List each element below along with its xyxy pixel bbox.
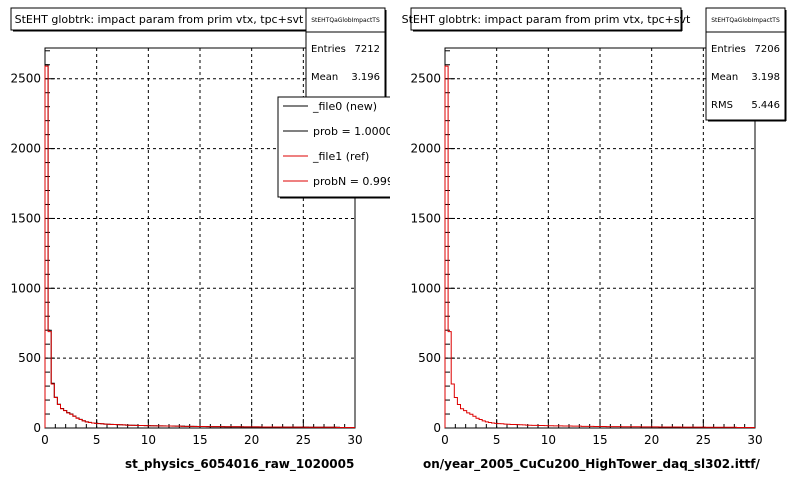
x-tick-label: 25 [296, 433, 311, 447]
y-tick-label: 1000 [410, 281, 441, 295]
y-tick-label: 1500 [10, 211, 41, 225]
y-tick-label: 1000 [10, 281, 41, 295]
x-tick-label: 5 [493, 433, 501, 447]
legend: _file0 (new) prob = 1.000000 _file1 (ref) p… [277, 96, 408, 199]
x-tick-label: 10 [141, 433, 156, 447]
legend-box [277, 96, 390, 198]
stats-value: 5.446 [751, 100, 780, 111]
x-tick-label: 20 [644, 433, 659, 447]
x-tick-label: 30 [347, 433, 362, 447]
chart-title: StEHT globtrk: impact param from prim vt… [402, 13, 691, 26]
y-tick-label: 2500 [410, 72, 441, 86]
stats-label: RMS [711, 100, 733, 111]
x-tick-label: 15 [592, 433, 607, 447]
x-tick-label: 15 [192, 433, 207, 447]
y-tick-label: 2500 [10, 72, 41, 86]
legend-label: prob = 1.000000 [313, 125, 407, 138]
stats-label: Mean [311, 72, 338, 83]
y-tick-label: 1500 [410, 211, 441, 225]
stats-value: 7206 [755, 44, 780, 55]
y-tick-label: 500 [18, 351, 41, 365]
stats-value: 3.196 [351, 72, 380, 83]
x-tick-label: 30 [747, 433, 762, 447]
x-tick-label: 20 [244, 433, 259, 447]
histogram-series-1 [444, 65, 755, 428]
stats-box [705, 7, 786, 121]
y-tick-label: 0 [33, 421, 41, 435]
y-tick-label: 0 [433, 421, 441, 435]
chart-title: StEHT globtrk: impact param from prim vt… [15, 13, 304, 26]
legend-label: _file1 (ref) [312, 150, 369, 163]
stats-box [305, 7, 386, 99]
file-label: on/year_2005_CuCu200_HighTower_daq_sl302… [423, 457, 761, 472]
chart-panel-2: 0 5 10 15 20 25 30 0 500 1000 1500 2000 2500 StEHT gl… [402, 7, 787, 472]
x-tick-label: 0 [41, 433, 49, 447]
chart-panel-1: 0 5 10 15 20 25 30 0 500 1000 1500 2000 2500 StEHT gl… [10, 7, 408, 472]
y-tick-label: 2000 [10, 142, 41, 156]
x-tick-label: 25 [696, 433, 711, 447]
x-tick-label: 5 [93, 433, 101, 447]
stats-value: 7212 [355, 44, 380, 55]
legend-label: _file0 (new) [312, 100, 377, 113]
stats-label: Mean [711, 72, 738, 83]
x-tick-label: 0 [441, 433, 449, 447]
y-tick-label: 500 [418, 351, 441, 365]
stats-name: StEHTQaGlobImpactTS [311, 17, 380, 24]
plot-frame [444, 47, 756, 429]
stats-label: Entries [311, 44, 346, 55]
file-label: st_physics_6054016_raw_1020005 [125, 457, 354, 472]
histogram-series-2 [44, 65, 355, 428]
x-tick-label: 10 [541, 433, 556, 447]
stats-value: 3.198 [751, 72, 780, 83]
stats-name: StEHTQaGlobImpactTS [711, 17, 780, 24]
title-box [410, 7, 682, 31]
stats-label: Entries [711, 44, 746, 55]
legend-label: probN = 0.99943 [313, 175, 408, 188]
y-tick-label: 2000 [410, 142, 441, 156]
